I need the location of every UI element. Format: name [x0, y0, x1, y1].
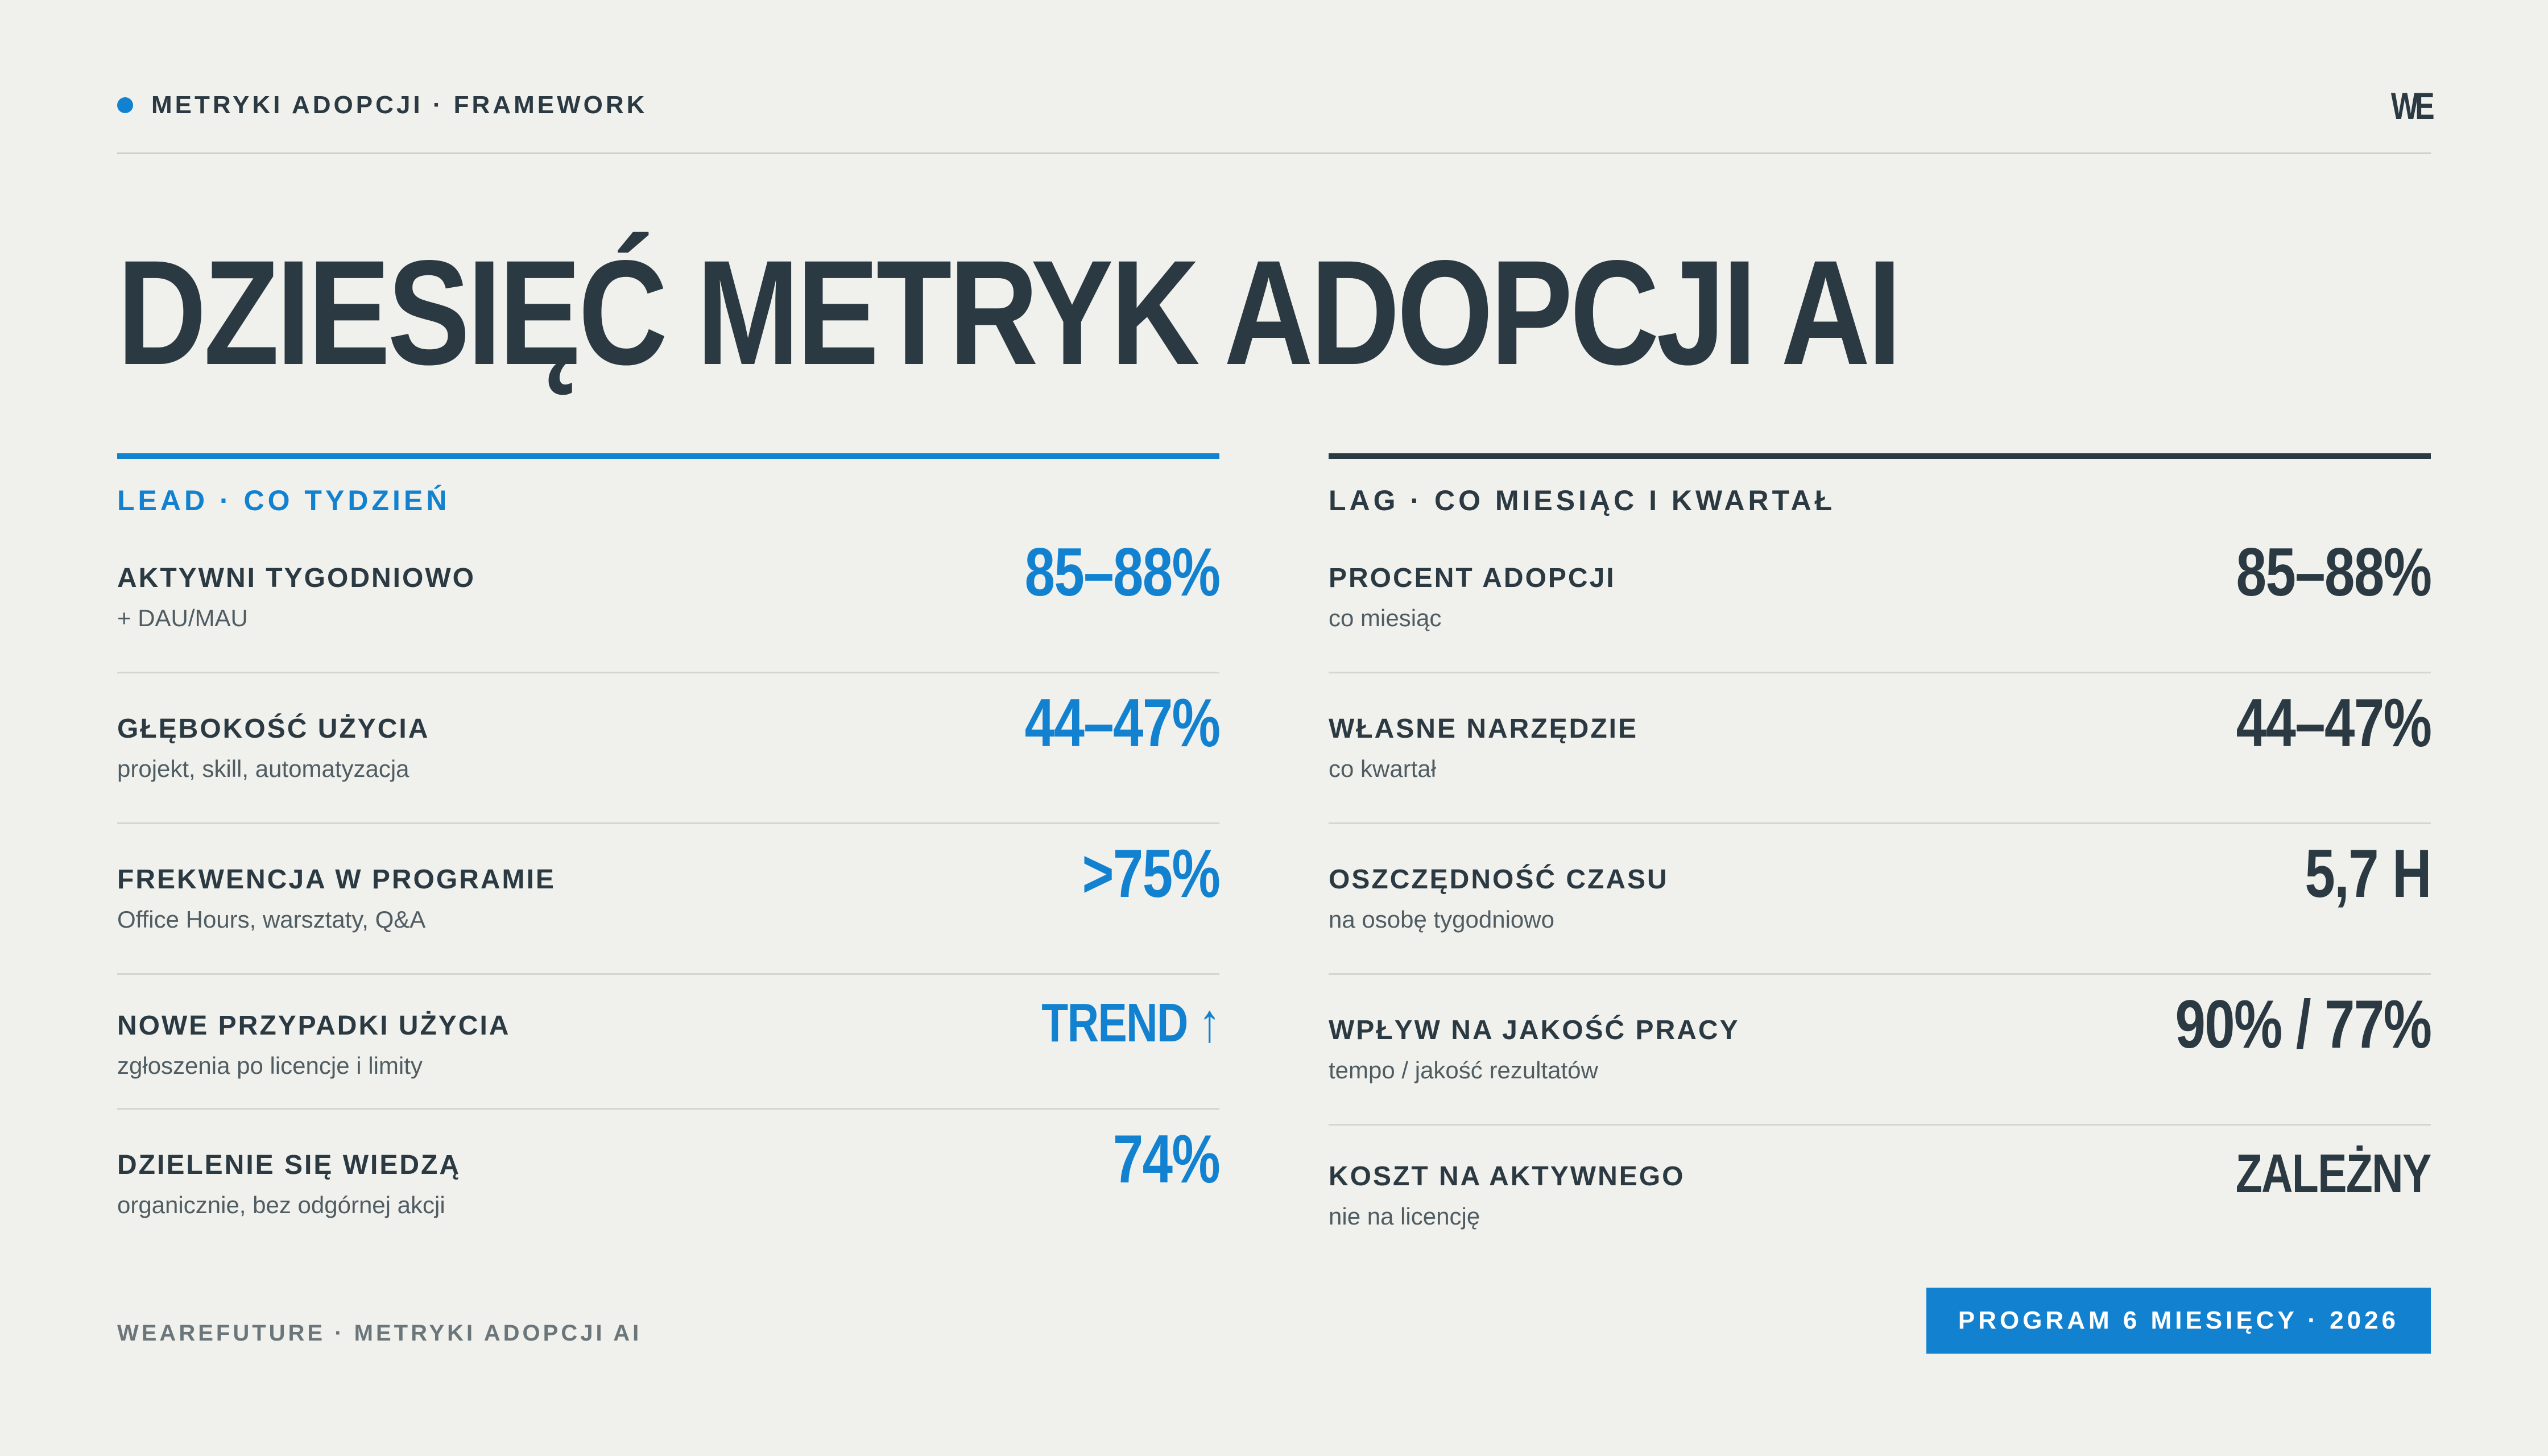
metric-subtitle: co kwartał	[1329, 755, 1437, 782]
metric-label: DZIELENIE SIĘ WIEDZĄ	[117, 1150, 461, 1180]
metric-row: AKTYWNI TYGODNIOWO + DAU/MAU 85–88%	[117, 523, 1221, 673]
metric-label: GŁĘBOKOŚĆ UŻYCIA	[117, 714, 430, 744]
metric-row: WPŁYW NA JAKOŚĆ PRACY tempo / jakość rez…	[1329, 975, 2432, 1126]
metric-subtitle: + DAU/MAU	[117, 605, 248, 631]
metric-value: TREND ↑	[1041, 992, 1221, 1053]
metric-subtitle: co miesiąc	[1329, 605, 1442, 631]
footer-caption: WEAREFUTURE · METRYKI ADOPCJI AI	[117, 1321, 642, 1346]
metric-value: >75%	[1082, 835, 1220, 912]
lead-column-rule	[117, 453, 1219, 459]
metric-value: 44–47%	[1024, 685, 1220, 761]
page-title: DZIESIĘĆ METRYK ADOPCJI AI	[117, 229, 1902, 396]
metric-value: 85–88%	[2236, 534, 2431, 610]
section-kicker: METRYKI ADOPCJI · FRAMEWORK	[117, 91, 647, 119]
metric-value: 85–88%	[1024, 534, 1220, 610]
metric-value: 74%	[1112, 1121, 1221, 1197]
metric-label: KOSZT NA AKTYWNEGO	[1329, 1161, 1685, 1192]
metric-subtitle: tempo / jakość rezultatów	[1329, 1057, 1598, 1083]
metric-label: OSZCZĘDNOŚĆ CZASU	[1329, 864, 1669, 895]
program-badge: PROGRAM 6 MIESIĘCY · 2026	[1926, 1288, 2431, 1354]
metric-row: WŁASNE NARZĘDZIE co kwartał 44–47%	[1329, 673, 2432, 824]
metric-label: NOWE PRZYPADKI UŻYCIA	[117, 1011, 511, 1041]
metric-subtitle: Office Hours, warsztaty, Q&A	[117, 906, 426, 933]
bullet-dot-icon	[117, 97, 133, 113]
lead-metrics-column: LEAD · CO TYDZIEŃ AKTYWNI TYGODNIOWO + D…	[117, 453, 1221, 1259]
metric-value: ZALEŻNY	[2236, 1143, 2432, 1204]
lag-column-rule	[1329, 453, 2431, 459]
metric-row: KOSZT NA AKTYWNEGO nie na licencję ZALEŻ…	[1329, 1126, 2432, 1259]
metric-label: WŁASNE NARZĘDZIE	[1329, 714, 1638, 744]
lag-metrics-column: LAG · CO MIESIĄC I KWARTAŁ PROCENT ADOPC…	[1329, 453, 2432, 1259]
metric-subtitle: zgłoszenia po licencje i limity	[117, 1052, 423, 1079]
brand-logo: WE	[2390, 85, 2435, 127]
lag-column-heading: LAG · CO MIESIĄC I KWARTAŁ	[1329, 485, 1836, 516]
metric-value: 5,7 H	[2305, 835, 2432, 912]
metric-row: NOWE PRZYPADKI UŻYCIA zgłoszenia po lice…	[117, 975, 1221, 1110]
metric-row: FREKWENCJA W PROGRAMIE Office Hours, war…	[117, 824, 1221, 975]
metric-row: GŁĘBOKOŚĆ UŻYCIA projekt, skill, automat…	[117, 673, 1221, 824]
metric-subtitle: organicznie, bez odgórnej akcji	[117, 1192, 445, 1218]
lead-column-heading: LEAD · CO TYDZIEŃ	[117, 485, 450, 516]
metric-label: WPŁYW NA JAKOŚĆ PRACY	[1329, 1015, 1740, 1045]
metric-row: PROCENT ADOPCJI co miesiąc 85–88%	[1329, 523, 2432, 673]
metric-subtitle: nie na licencję	[1329, 1203, 1480, 1230]
header-divider	[117, 152, 2431, 154]
metric-row: OSZCZĘDNOŚĆ CZASU na osobę tygodniowo 5,…	[1329, 824, 2432, 975]
metric-value: 90% / 77%	[2175, 986, 2432, 1062]
metric-label: FREKWENCJA W PROGRAMIE	[117, 864, 556, 895]
metric-label: PROCENT ADOPCJI	[1329, 563, 1616, 593]
metric-value: 44–47%	[2236, 685, 2431, 761]
metric-row: DZIELENIE SIĘ WIEDZĄ organicznie, bez od…	[117, 1110, 1221, 1259]
metric-subtitle: na osobę tygodniowo	[1329, 906, 1554, 933]
metric-label: AKTYWNI TYGODNIOWO	[117, 563, 475, 593]
kicker-text: METRYKI ADOPCJI · FRAMEWORK	[151, 91, 648, 119]
metric-subtitle: projekt, skill, automatyzacja	[117, 755, 410, 782]
